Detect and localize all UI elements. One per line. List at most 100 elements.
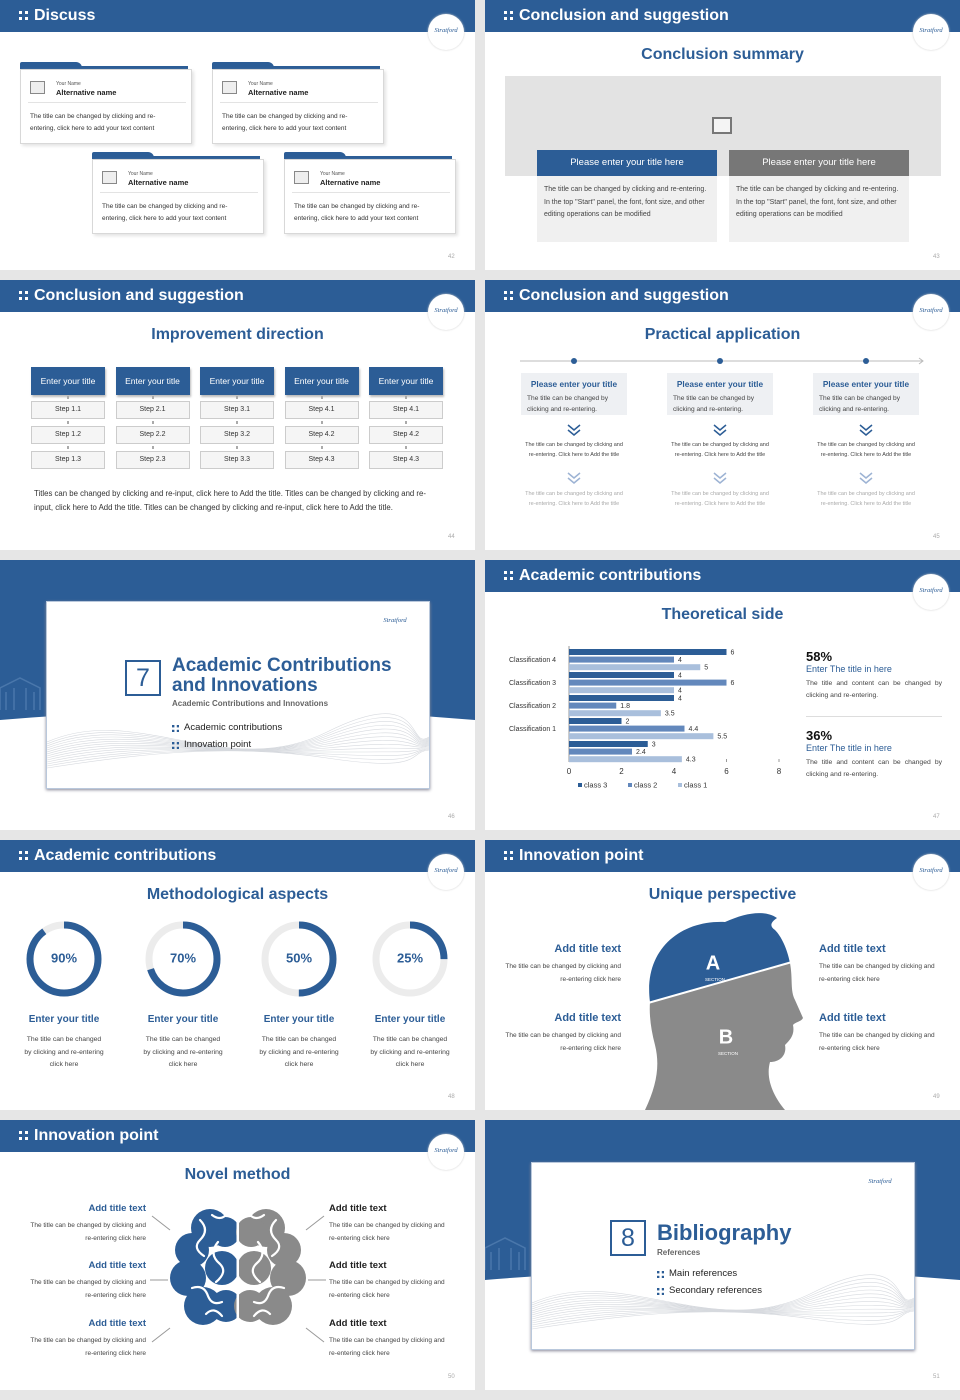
info-text: The title can be changed by clicking and… [527,395,609,413]
slide: Academic contributions Stratford 47 Theoret… [485,560,960,830]
bar [569,687,674,694]
brain-illustration [150,1200,326,1343]
image-icon [102,171,117,184]
page-number: 47 [933,814,940,820]
slide: Academic contributions Stratford 48 Methodo… [0,840,475,1110]
brain-fold [248,1213,266,1220]
header-bar [0,840,475,872]
chart: 0 2 4 6 8 Classification 4 6 4 5 Classification 3… [509,646,782,789]
card-top [212,66,380,69]
bar [569,733,714,740]
step-label: Step 4.2 [308,431,335,438]
head-letter: A [706,952,720,974]
card-text: The title can be changed by clicking and… [30,113,156,132]
dot [19,851,22,854]
step-box [369,451,443,469]
info-title: Please enter your title [822,379,910,389]
wave-line [47,717,429,750]
chevron [859,477,873,484]
step-text: The title can be changed by clicking and… [671,442,769,458]
chevron [567,477,581,484]
name: Alternative name [320,178,381,187]
step-box [284,401,359,419]
logo-text: Stratford [919,307,943,314]
chevron [713,424,727,431]
wave-line [532,1285,914,1311]
slide: Conclusion and suggestion Stratford 43 Conc… [485,0,960,270]
dot [661,1271,665,1274]
timeline-dot [717,358,723,364]
bar [569,702,617,709]
timeline [520,357,924,484]
dot [25,11,28,14]
panel-head [729,150,909,176]
header-bar [485,560,960,592]
divider [28,102,186,103]
slide-title: Theoretical side [661,606,784,623]
value-label: 4 [678,695,682,702]
step-box [200,451,274,469]
card: Your Name Alternative name The title can b… [212,62,384,144]
stat-value: 58% [806,649,833,664]
panel-body [729,176,909,242]
bar [569,748,632,755]
item-text: The title can be changed by clicking and… [259,1036,339,1068]
chevron [713,472,727,479]
dots-icon [172,725,180,733]
header-title: Innovation point [34,1127,159,1144]
item-text: The title can be changed by clicking and… [819,1032,935,1052]
card-body [284,159,456,234]
head-illustration: A SECTION B SECTION [645,913,803,1110]
building-outline [485,1237,526,1270]
bar [569,741,648,747]
step-label: Step 3.3 [223,456,251,463]
divider [806,716,942,717]
item-title: Add title text [819,1012,886,1024]
dot [504,11,507,14]
dots-icon [19,291,28,300]
dots-icon [504,851,513,860]
item-title: Add title text [554,943,621,955]
slide: Conclusion and suggestion Stratford 45 Prac… [485,280,960,550]
step-box [115,451,190,469]
step-box [284,426,359,444]
brain-gap [236,1200,239,1330]
card-tab [20,62,82,68]
brain-fold [210,1213,228,1220]
step-label: Step 2.2 [139,431,166,438]
wave-line [47,748,429,767]
dot [657,1288,660,1291]
ring-arc [26,921,102,997]
name-label: Your Name [128,171,153,177]
head-lower [645,963,803,1110]
legend-marker [678,783,682,787]
item-title: Enter your title [263,1014,335,1025]
chevron [567,429,581,436]
name: Alternative name [56,88,117,97]
slide-title: Practical application [644,326,801,343]
card-tab [284,152,346,158]
page-number: 51 [933,1374,940,1380]
value-label: 5 [704,665,708,672]
logo: Stratford [428,854,464,890]
connector [405,446,407,449]
brain-fold [252,1309,272,1318]
dot [176,746,180,750]
connector [151,396,154,399]
wave-line [532,1306,914,1322]
connector [151,1327,171,1343]
logo-text: Stratford [434,27,458,34]
item-title: Enter your title [147,1014,219,1025]
dot [19,17,22,20]
step-label: Step 4.3 [392,456,420,463]
stat-title: Enter The title in here [806,743,892,753]
x-tick-label: 8 [777,767,782,776]
ring-label: 70% [170,950,196,965]
dot [510,571,513,574]
bar [569,664,701,671]
item-text: The title can be changed by clicking and… [143,1036,223,1068]
logo: Stratford [913,854,949,890]
logo-text: Stratford [434,867,458,874]
step-label: Step 4.3 [308,456,335,463]
